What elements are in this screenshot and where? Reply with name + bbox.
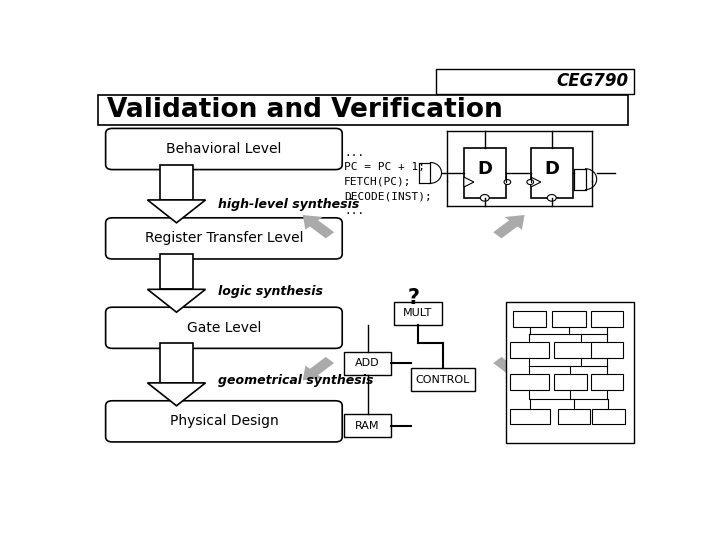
Text: MULT: MULT: [403, 308, 433, 318]
Bar: [591, 311, 624, 327]
Text: high-level synthesis: high-level synthesis: [218, 198, 360, 211]
Bar: [160, 343, 193, 383]
Circle shape: [480, 194, 490, 201]
Text: logic synthesis: logic synthesis: [218, 285, 323, 298]
Text: Validation and Verification: Validation and Verification: [107, 97, 503, 123]
Bar: [510, 409, 550, 424]
Text: Register Transfer Level: Register Transfer Level: [145, 232, 303, 245]
FancyArrow shape: [493, 215, 525, 238]
Bar: [554, 342, 607, 358]
Text: ?: ?: [408, 288, 420, 308]
Bar: [411, 368, 475, 391]
FancyArrow shape: [493, 357, 525, 380]
Polygon shape: [148, 383, 205, 406]
Text: D: D: [544, 160, 559, 178]
FancyArrow shape: [302, 215, 334, 238]
FancyArrow shape: [302, 357, 334, 380]
Polygon shape: [531, 177, 541, 187]
Bar: [99, 95, 629, 125]
Text: CONTROL: CONTROL: [415, 375, 470, 385]
Bar: [531, 148, 572, 198]
Bar: [513, 311, 546, 327]
Bar: [591, 374, 624, 390]
Bar: [510, 342, 549, 358]
Bar: [344, 352, 392, 375]
Bar: [557, 409, 590, 424]
Circle shape: [504, 180, 510, 185]
FancyBboxPatch shape: [106, 218, 342, 259]
Bar: [419, 163, 431, 183]
Text: D: D: [477, 160, 492, 178]
FancyBboxPatch shape: [106, 401, 342, 442]
Text: Gate Level: Gate Level: [186, 321, 261, 335]
Bar: [552, 311, 585, 327]
Bar: [593, 409, 624, 424]
Text: Behavioral Level: Behavioral Level: [166, 142, 282, 156]
Bar: [554, 374, 587, 390]
Bar: [160, 165, 193, 200]
Circle shape: [547, 194, 557, 201]
Bar: [436, 69, 634, 94]
Bar: [344, 414, 392, 437]
Circle shape: [527, 180, 534, 185]
Polygon shape: [148, 289, 205, 312]
FancyBboxPatch shape: [106, 129, 342, 170]
Bar: [160, 254, 193, 289]
Polygon shape: [148, 200, 205, 223]
Text: Physical Design: Physical Design: [169, 414, 279, 428]
Bar: [591, 342, 624, 358]
Text: ADD: ADD: [355, 358, 380, 368]
Bar: [575, 168, 585, 190]
Polygon shape: [464, 177, 474, 187]
Text: RAM: RAM: [356, 421, 380, 430]
Bar: [505, 302, 634, 443]
Text: ...
PC = PC + 1;
FETCH(PC);
DECODE(INST);
...: ... PC = PC + 1; FETCH(PC); DECODE(INST)…: [344, 148, 432, 215]
FancyBboxPatch shape: [106, 307, 342, 348]
Text: geometrical synthesis: geometrical synthesis: [218, 374, 374, 387]
Bar: [510, 374, 549, 390]
Text: CEG790: CEG790: [557, 72, 629, 90]
Bar: [394, 302, 441, 325]
Bar: [464, 148, 505, 198]
